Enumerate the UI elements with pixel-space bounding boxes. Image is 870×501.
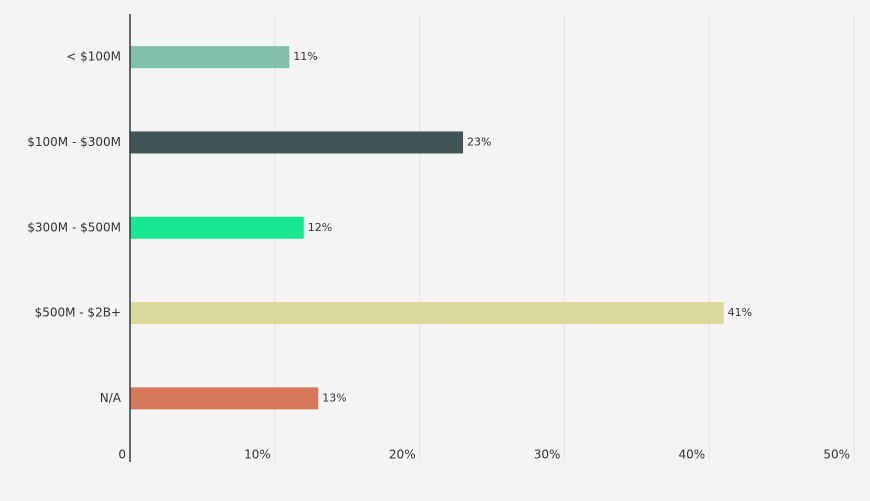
y-tick-label: $500M - $2B+ xyxy=(35,306,121,320)
y-tick-label: N/A xyxy=(100,391,122,405)
value-label: 12% xyxy=(308,221,332,234)
x-tick-label: 30% xyxy=(534,448,561,462)
bar xyxy=(130,46,290,69)
bar xyxy=(130,387,319,410)
value-label: 13% xyxy=(322,391,346,404)
bar xyxy=(130,216,304,239)
y-tick-label: $100M - $300M xyxy=(27,135,121,149)
x-tick-label: 20% xyxy=(389,448,416,462)
value-label: 11% xyxy=(293,50,317,63)
bar xyxy=(130,302,724,325)
y-tick-label: $300M - $500M xyxy=(27,220,121,234)
value-label: 23% xyxy=(467,135,491,148)
value-label: 41% xyxy=(728,306,752,319)
x-tick-label: 0 xyxy=(118,448,126,462)
x-tick-label: 10% xyxy=(244,448,271,462)
x-tick-label: 50% xyxy=(823,448,850,462)
bar xyxy=(130,131,464,154)
y-tick-label: < $100M xyxy=(66,50,121,64)
x-tick-label: 40% xyxy=(679,448,706,462)
